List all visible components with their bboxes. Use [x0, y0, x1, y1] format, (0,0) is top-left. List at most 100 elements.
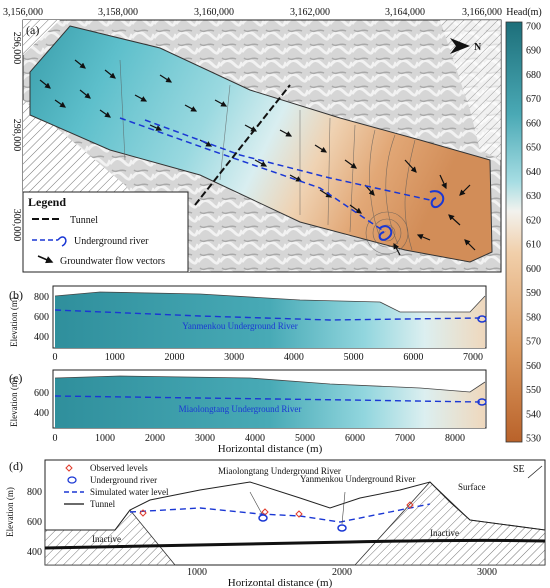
annotation-yanmenkou: Yanmenkou Underground River: [300, 474, 415, 484]
x-tick: 3,160,000: [194, 7, 234, 18]
colorbar-tick: 640: [526, 167, 541, 178]
y-tick: 400: [34, 332, 49, 343]
colorbar-tick: 600: [526, 264, 541, 275]
y-tick: 300,000: [11, 209, 22, 242]
profile-c-surface: [54, 375, 486, 393]
colorbar-tick: 580: [526, 312, 541, 323]
x-tick: 3,156,000: [3, 7, 43, 18]
x-tick: 3,162,000: [290, 7, 330, 18]
legend-item: Tunnel: [70, 215, 98, 226]
colorbar-tick: 570: [526, 337, 541, 348]
annotation-inactive-right: Inactive: [430, 528, 459, 538]
head-contours: [119, 59, 416, 255]
panel-a: N 3,156,000 3,158,000 3,160,000 3,162,00…: [3, 7, 502, 273]
colorbar-tick: 530: [526, 434, 541, 445]
y-axis-label: Elevation (m): [9, 377, 19, 427]
x-axis-label: Horizontal distance (m): [218, 443, 323, 455]
y-tick: 800: [27, 487, 42, 498]
colorbar-tick: 700: [526, 22, 541, 33]
colorbar: Head(m) 700 690 680 670 660 650 640 630 620 610 60…: [505, 7, 542, 445]
legend-item: Simulated water level: [90, 487, 169, 497]
x-tick: 3,158,000: [98, 7, 138, 18]
y-tick: 400: [34, 408, 49, 419]
x-tick: 3000: [477, 567, 497, 578]
colorbar-tick: 590: [526, 288, 541, 299]
colorbar-tick: 690: [526, 46, 541, 57]
y-tick: 600: [34, 388, 49, 399]
flow-vectors: [39, 59, 476, 256]
colorbar-tick: 630: [526, 191, 541, 202]
colorbar-tick: 560: [526, 361, 541, 372]
x-tick: 7000: [463, 352, 483, 363]
panel-b: Yanmenkou Underground River (b) Elevatio…: [9, 285, 487, 363]
colorbar-tick: 660: [526, 118, 541, 129]
direction-arrow-icon: [527, 465, 543, 479]
x-tick: 2000: [145, 433, 165, 444]
profile-c-water-level: [54, 395, 481, 403]
underground-river-icon: [258, 514, 268, 522]
tunnel-line: [194, 84, 291, 206]
x-tick: 5000: [295, 433, 315, 444]
panel-d-label: (d): [9, 459, 23, 473]
colorbar-tick: 680: [526, 70, 541, 81]
panel-a-label: (a): [26, 23, 39, 37]
legend-panel-a: Legend Tunnel Underground river Groundwa…: [22, 191, 189, 273]
x-tick: 3,166,000: [462, 7, 502, 18]
panel-d: Observed levels Underground river Simula…: [5, 459, 546, 588]
colorbar-title: Head(m): [506, 7, 542, 18]
x-tick: 1000: [95, 433, 115, 444]
tunnel-line: [44, 538, 546, 550]
x-tick: 1000: [105, 352, 125, 363]
underground-river-icon: [477, 398, 487, 406]
x-tick: 6000: [345, 433, 365, 444]
profile-b-section: [55, 292, 485, 348]
annotation-surface: Surface: [458, 482, 485, 492]
colorbar-tick: 550: [526, 385, 541, 396]
direction-label: SE: [513, 464, 525, 475]
y-tick: 600: [27, 517, 42, 528]
river-miaolongtang: [119, 117, 386, 233]
panel-a-y-ticks: 296,000 298,000 300,000: [11, 32, 22, 242]
underground-river-icon: [477, 315, 487, 323]
colorbar-tick: 620: [526, 215, 541, 226]
x-tick: 0: [53, 433, 58, 444]
profile-c-section: [55, 376, 485, 428]
x-tick: 3000: [195, 433, 215, 444]
profile-b-surface: [54, 291, 486, 313]
river-yanmenkou: [144, 119, 431, 201]
legend-item: Underground river: [74, 236, 149, 247]
x-tick: 6000: [403, 352, 423, 363]
panel-b-label: (b): [9, 288, 23, 302]
observed-levels: [139, 501, 414, 518]
panel-c-label: (c): [9, 371, 22, 385]
spring-miaolongtang-icon: [378, 225, 393, 241]
profile-b-water-level: [54, 309, 481, 321]
river-label: Miaolongtang Underground River: [179, 404, 302, 414]
x-tick: 4000: [284, 352, 304, 363]
y-tick: 600: [34, 312, 49, 323]
inactive-area-corner: [23, 20, 60, 55]
y-tick: 296,000: [11, 32, 22, 65]
legend-item: Tunnel: [90, 499, 116, 509]
svg-text:N: N: [474, 42, 482, 53]
legend-item: Underground river: [90, 475, 157, 485]
x-tick: 8000: [445, 433, 465, 444]
x-tick: 3000: [224, 352, 244, 363]
x-tick: 5000: [344, 352, 364, 363]
colorbar-tick: 610: [526, 240, 541, 251]
legend-vector-icon: [37, 255, 54, 264]
x-axis-label: Horizontal distance (m): [228, 577, 333, 588]
panel-c: Miaolongtang Underground River (c) Eleva…: [9, 369, 487, 455]
legend-title: Legend: [28, 195, 66, 209]
annotation-inactive-left: Inactive: [92, 534, 121, 544]
colorbar-tick: 650: [526, 143, 541, 154]
y-axis-label: Elevation (m): [5, 487, 15, 537]
x-tick: 2000: [164, 352, 184, 363]
colorbar-tick: 540: [526, 409, 541, 420]
north-arrow-icon: N: [450, 38, 482, 54]
legend-panel-d: Observed levels Underground river Simula…: [64, 463, 169, 509]
x-tick: 7000: [395, 433, 415, 444]
underground-river-icon: [337, 524, 347, 532]
panel-a-x-ticks: 3,156,000 3,158,000 3,160,000 3,162,000 …: [3, 7, 502, 18]
